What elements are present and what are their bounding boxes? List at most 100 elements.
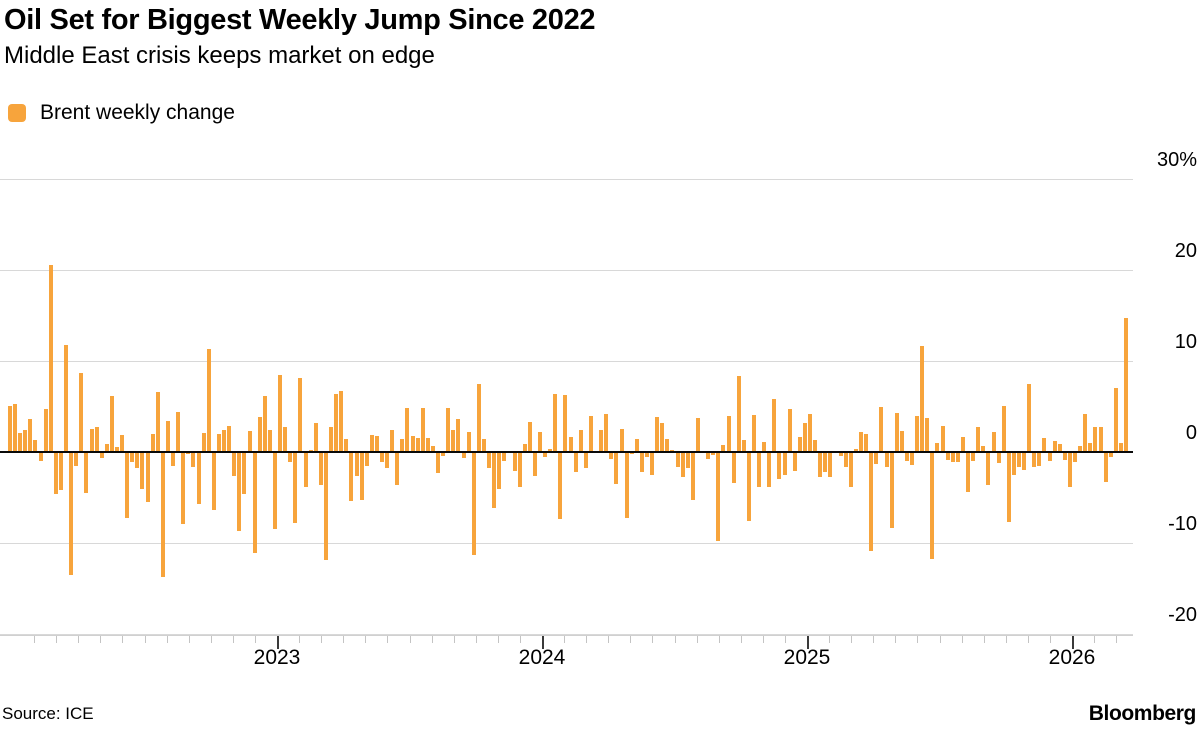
x-axis-month-tick [851,636,852,643]
weekly-change-bar [614,452,618,484]
weekly-change-bar [925,418,929,452]
weekly-change-bar [49,264,53,452]
weekly-change-bar [579,430,583,452]
weekly-change-bar [910,452,914,465]
weekly-change-bar [558,452,562,520]
weekly-change-bar [334,393,338,452]
weekly-change-bar [156,391,160,452]
weekly-change-bar [324,452,328,561]
weekly-change-bar [74,452,78,466]
y-axis-label-20: 20 [1174,240,1197,262]
x-axis-month-tick [454,636,455,643]
weekly-change-bar [783,452,787,475]
weekly-change-bar [1037,452,1041,466]
weekly-change-bar [400,439,404,452]
weekly-change-bar [28,419,32,452]
gridline--20 [0,634,1133,635]
weekly-change-bar [691,452,695,501]
weekly-change-bar [839,452,843,456]
weekly-change-bar [1114,388,1118,452]
x-axis-month-tick [763,636,764,643]
weekly-change-bar [737,375,741,452]
weekly-change-bar [227,425,231,452]
x-axis-month-tick [630,636,631,643]
weekly-change-bar [33,440,37,452]
weekly-change-bar [8,405,12,452]
weekly-change-bar [217,433,221,452]
weekly-change-bar [385,452,389,469]
weekly-change-bar [869,452,873,552]
weekly-change-bar [237,452,241,532]
weekly-change-bar [574,452,578,473]
x-axis-month-tick [652,636,653,643]
weekly-change-bar [110,396,114,452]
weekly-change-bar [166,421,170,452]
y-axis-label--10: -10 [1168,513,1197,535]
x-axis-year-tick [542,636,544,649]
y-axis-label-10: 10 [1174,331,1197,353]
weekly-change-bar [935,442,939,452]
weekly-change-bar [553,393,557,452]
weekly-change-bar [803,422,807,452]
weekly-change-bar [360,452,364,501]
weekly-change-bar [711,452,715,455]
weekly-change-bar [777,452,781,480]
gridline-20 [0,270,1133,271]
weekly-change-bar [370,434,374,452]
weekly-change-bar [13,403,17,452]
weekly-change-bar [538,431,542,452]
weekly-change-bar [268,430,272,452]
weekly-change-bar [375,435,379,452]
weekly-change-bar [1093,427,1097,452]
weekly-change-bar [951,452,955,462]
weekly-change-bar [451,430,455,452]
weekly-change-bar [533,452,537,476]
weekly-change-bar [79,372,83,452]
weekly-change-bar [864,433,868,452]
weekly-change-bar [95,426,99,452]
weekly-change-bar [151,433,155,452]
weekly-change-bar [1012,452,1016,475]
weekly-change-bar [589,415,593,452]
x-axis-month-tick [697,636,698,643]
gridline-10 [0,361,1133,362]
weekly-change-bar [1104,452,1108,483]
x-axis-month-tick [145,636,146,643]
weekly-change-bar [946,452,950,461]
x-axis-month-tick [387,636,388,643]
weekly-change-bar [446,408,450,452]
weekly-change-bar [665,439,669,452]
weekly-change-bar [604,413,608,452]
weekly-change-bar [727,415,731,452]
x-axis-month-tick [321,636,322,643]
weekly-change-bar [395,452,399,485]
weekly-change-bar [1078,445,1082,452]
weekly-change-bar [609,452,613,460]
weekly-change-bar [161,452,165,577]
weekly-change-bar [1099,427,1103,452]
x-axis-month-tick [895,636,896,643]
weekly-change-bar [976,427,980,452]
x-axis-month-tick [365,636,366,643]
weekly-change-bar [885,452,889,467]
x-axis-month-tick [785,636,786,643]
weekly-change-bar [176,411,180,452]
x-axis-month-tick [917,636,918,643]
x-axis-month-tick [1116,636,1117,643]
weekly-change-bar [39,452,43,462]
weekly-change-bar [844,452,848,468]
x-axis-year-tick [1072,636,1074,649]
weekly-change-bar [971,452,975,462]
weekly-change-bar [319,452,323,485]
x-axis-month-tick [211,636,212,643]
weekly-change-bar [487,452,491,469]
weekly-change-bar [207,349,211,452]
x-axis-label-2025: 2025 [783,646,831,669]
weekly-change-bar [344,439,348,452]
weekly-change-bar [69,452,73,575]
weekly-change-bar [44,409,48,452]
weekly-change-bar [956,452,960,462]
weekly-change-bar [477,383,481,452]
weekly-change-bar [467,431,471,452]
